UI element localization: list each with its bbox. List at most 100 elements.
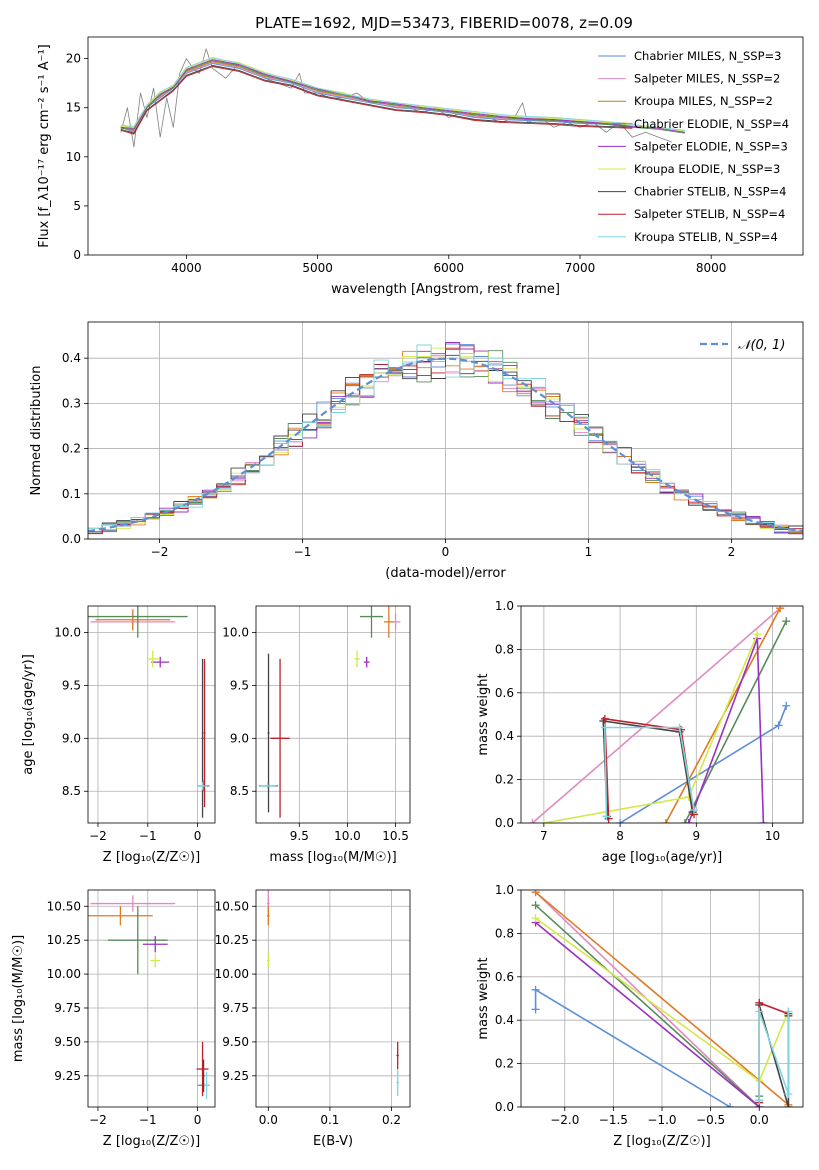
- model-spectrum-line: [120, 66, 633, 135]
- x-tick-label: −1: [139, 1113, 157, 1127]
- plus-marker: [753, 630, 762, 639]
- axes-frame: [255, 889, 411, 1108]
- y-tick-label: 15: [66, 101, 81, 115]
- x-tick-label: 0.1: [320, 1113, 339, 1127]
- legend-label: Kroupa ELODIE, N_SSP=3: [634, 162, 780, 176]
- y-tick-label: 8.5: [62, 784, 81, 798]
- y-tick-label: 0.0: [495, 1100, 514, 1114]
- axes-frame: [255, 605, 411, 824]
- y-tick-label: 9.5: [230, 678, 249, 692]
- x-tick-label: 6000: [434, 261, 465, 275]
- data-point: [270, 658, 290, 818]
- plus-marker: [784, 1103, 793, 1107]
- data-point: [267, 953, 270, 968]
- axes-frame: [87, 605, 216, 824]
- data-point: [107, 906, 168, 975]
- plus-marker: [600, 714, 609, 723]
- plus-marker: [531, 914, 540, 923]
- data-point: [203, 658, 206, 808]
- panel-weight-vs-age: 7 8 9 10 0.0 0.2 0.4 0.6 0.8 1.0 age [log₁₀(age/yr…: [476, 599, 804, 865]
- y-tick-label: 0.4: [495, 729, 514, 743]
- plot-area: [258, 606, 401, 818]
- model-spectrum-line: [120, 57, 685, 131]
- plus-marker: [690, 805, 699, 814]
- y-tick-label: 1.0: [495, 599, 514, 613]
- x-axis-label: wavelength [Angstrom, rest frame]: [331, 282, 560, 297]
- y-tick-label: 10.0: [222, 625, 249, 639]
- y-tick-label: 0.8: [495, 926, 514, 940]
- y-tick-label: 9.5: [62, 678, 81, 692]
- plus-marker: [539, 819, 548, 823]
- weight-line: [535, 921, 760, 1107]
- y-tick-label: 10.25: [215, 933, 249, 947]
- axes-frame: [520, 605, 804, 824]
- plus-marker: [661, 819, 670, 823]
- panel-age-vs-mass: 9.5 10.0 10.5 8.5 9.0 9.5 10.0 mass [log₁₀(M/M☉…: [222, 605, 411, 865]
- x-tick-label: −2: [89, 1113, 107, 1127]
- x-tick-label: −1.0: [647, 1113, 676, 1127]
- model-spectrum-line: [120, 65, 633, 134]
- weight-line: [543, 633, 759, 823]
- x-axis-label: E(B-V): [313, 1134, 353, 1149]
- axes-frame: [87, 36, 804, 256]
- observed-spectrum-line: [120, 48, 672, 148]
- y-tick-label: 10.50: [47, 899, 81, 913]
- data-point: [354, 650, 360, 668]
- data-point: [384, 606, 394, 638]
- x-axis-label: Z [log₁₀(Z/Z☉)]: [103, 850, 200, 865]
- plus-marker: [680, 819, 689, 823]
- x-tick-label: 7: [540, 829, 548, 843]
- y-tick-label: 10.00: [215, 967, 249, 981]
- histogram-step: [88, 345, 803, 535]
- axes-frame: [520, 889, 804, 1108]
- x-tick-label: 1: [585, 545, 593, 559]
- y-tick-label: 10.50: [215, 899, 249, 913]
- x-tick-label: −2: [89, 829, 107, 843]
- axes-frame: [87, 889, 216, 1108]
- legend-label: Salpeter ELODIE, N_SSP=3: [634, 139, 788, 153]
- axes-frame: [87, 321, 804, 540]
- plus-marker: [602, 812, 611, 821]
- data-point: [88, 606, 188, 638]
- y-tick-label: 0.3: [62, 396, 81, 410]
- weight-line: [535, 904, 761, 1107]
- y-tick-label: 9.75: [222, 1001, 249, 1015]
- weight-line: [603, 726, 695, 817]
- x-axis-label: age [log₁₀(age/yr)]: [602, 850, 723, 865]
- x-axis-label: Z [log₁₀(Z/Z☉)]: [103, 1134, 200, 1149]
- plus-marker: [531, 985, 540, 994]
- plus-marker: [759, 819, 768, 823]
- y-tick-label: 0.0: [62, 532, 81, 546]
- y-tick-label: 9.50: [54, 1035, 81, 1049]
- legend-label: Salpeter STELIB, N_SSP=4: [634, 207, 785, 221]
- x-tick-label: −2: [151, 545, 169, 559]
- weight-line: [687, 637, 765, 823]
- x-axis-label: (data-model)/error: [385, 566, 506, 581]
- plot-area: [531, 890, 793, 1107]
- plot-area: [88, 342, 803, 537]
- model-spectrum-line: [120, 59, 685, 133]
- model-spectrum-line: [120, 60, 685, 134]
- histogram-step: [88, 344, 803, 535]
- x-tick-label: 4000: [171, 261, 202, 275]
- y-tick-label: 0.4: [495, 1013, 514, 1027]
- plus-marker: [784, 1007, 793, 1016]
- y-tick-label: 0.8: [495, 642, 514, 656]
- y-tick-label: 9.25: [54, 1069, 81, 1083]
- x-tick-label: 0: [442, 545, 450, 559]
- y-tick-label: 9.50: [222, 1035, 249, 1049]
- plus-marker: [531, 901, 540, 910]
- plus-marker: [531, 890, 540, 897]
- gaussian-curve: [88, 357, 803, 533]
- panel-weight-vs-Z: −2.0 −1.5 −1.0 −0.5 0.0 0.0 0.2 0.4 0.6 0.8 1.0 Z […: [476, 883, 804, 1149]
- y-tick-label: 9.25: [222, 1069, 249, 1083]
- x-tick-label: 0.0: [750, 1113, 769, 1127]
- plus-marker: [600, 723, 609, 732]
- y-tick-label: 9.0: [230, 731, 249, 745]
- y-tick-label: 0.6: [495, 970, 514, 984]
- data-point: [396, 1041, 399, 1070]
- data-point: [146, 650, 159, 668]
- y-tick-label: 0.1: [62, 487, 81, 501]
- data-point: [198, 781, 207, 791]
- x-tick-label: 10.0: [334, 829, 361, 843]
